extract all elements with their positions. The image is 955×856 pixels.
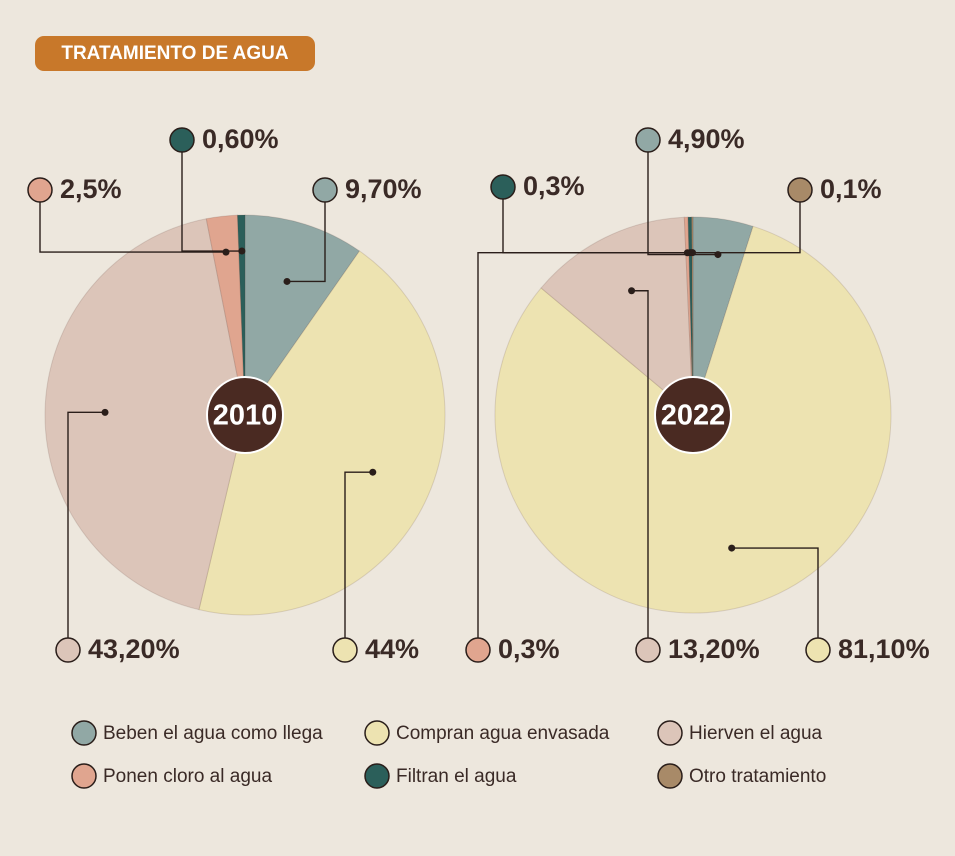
value-label: 4,90% bbox=[668, 124, 745, 154]
leader-line bbox=[631, 290, 649, 650]
leader-dot bbox=[101, 408, 109, 416]
label-marker bbox=[635, 637, 661, 663]
label-marker bbox=[55, 637, 81, 663]
leader-dot bbox=[369, 468, 377, 476]
value-label: 43,20% bbox=[88, 634, 180, 664]
label-marker bbox=[490, 174, 516, 200]
legend-label: Filtran el agua bbox=[396, 766, 517, 787]
leader-dot bbox=[238, 247, 246, 255]
title-badge bbox=[35, 36, 315, 71]
label-marker bbox=[805, 637, 831, 663]
legend-marker bbox=[71, 720, 97, 746]
pie-slice bbox=[692, 216, 754, 416]
pie-slice bbox=[236, 214, 246, 416]
label-marker bbox=[169, 127, 195, 153]
year-badge bbox=[206, 376, 284, 454]
leader-dot bbox=[283, 277, 291, 285]
label-marker bbox=[787, 177, 813, 203]
pie-slice bbox=[540, 216, 694, 417]
pie-slice bbox=[44, 218, 246, 611]
leader-line bbox=[287, 190, 326, 283]
value-label: 0,60% bbox=[202, 124, 279, 154]
legend-marker bbox=[657, 720, 683, 746]
label-marker bbox=[312, 177, 338, 203]
leader-line bbox=[67, 411, 106, 650]
title: TRATAMIENTO DE AGUA bbox=[61, 43, 289, 64]
legend-label: Otro tratamiento bbox=[689, 766, 826, 787]
pie-slice bbox=[205, 214, 246, 416]
pie-slice bbox=[687, 216, 694, 416]
leader-dot bbox=[688, 249, 696, 257]
label-marker bbox=[465, 637, 491, 663]
legend-label: Hierven el agua bbox=[689, 723, 823, 744]
value-label: 0,3% bbox=[498, 634, 560, 664]
leader-dot bbox=[222, 248, 230, 256]
legend-marker bbox=[364, 763, 390, 789]
leader-dot bbox=[628, 287, 636, 295]
pie-slice bbox=[244, 214, 361, 417]
value-label: 9,70% bbox=[345, 174, 422, 204]
year-badge bbox=[654, 376, 732, 454]
leader-line bbox=[731, 547, 819, 650]
value-label: 81,10% bbox=[838, 634, 930, 664]
year-label: 2010 bbox=[213, 400, 278, 432]
value-label: 0,1% bbox=[820, 174, 882, 204]
leader-line bbox=[502, 187, 691, 254]
value-label: 2,5% bbox=[60, 174, 122, 204]
label-marker bbox=[635, 127, 661, 153]
legend-marker bbox=[657, 763, 683, 789]
label-marker bbox=[27, 177, 53, 203]
value-label: 44% bbox=[365, 634, 419, 664]
leader-dot bbox=[728, 544, 736, 552]
legend-marker bbox=[71, 763, 97, 789]
leader-line bbox=[344, 471, 373, 650]
legend-label: Compran agua envasada bbox=[396, 723, 610, 744]
leader-line bbox=[181, 140, 242, 252]
legend-marker bbox=[364, 720, 390, 746]
legend-label: Ponen cloro al agua bbox=[103, 766, 272, 787]
label-marker bbox=[332, 637, 358, 663]
legend-label: Beben el agua como llega bbox=[103, 723, 323, 744]
leader-line bbox=[692, 190, 801, 254]
pie-slice bbox=[683, 216, 694, 416]
leader-line bbox=[39, 190, 226, 253]
year-label: 2022 bbox=[661, 400, 726, 432]
pie-slice bbox=[198, 250, 446, 616]
value-label: 0,3% bbox=[523, 171, 585, 201]
pie-slice bbox=[691, 216, 694, 416]
value-label: 13,20% bbox=[668, 634, 760, 664]
